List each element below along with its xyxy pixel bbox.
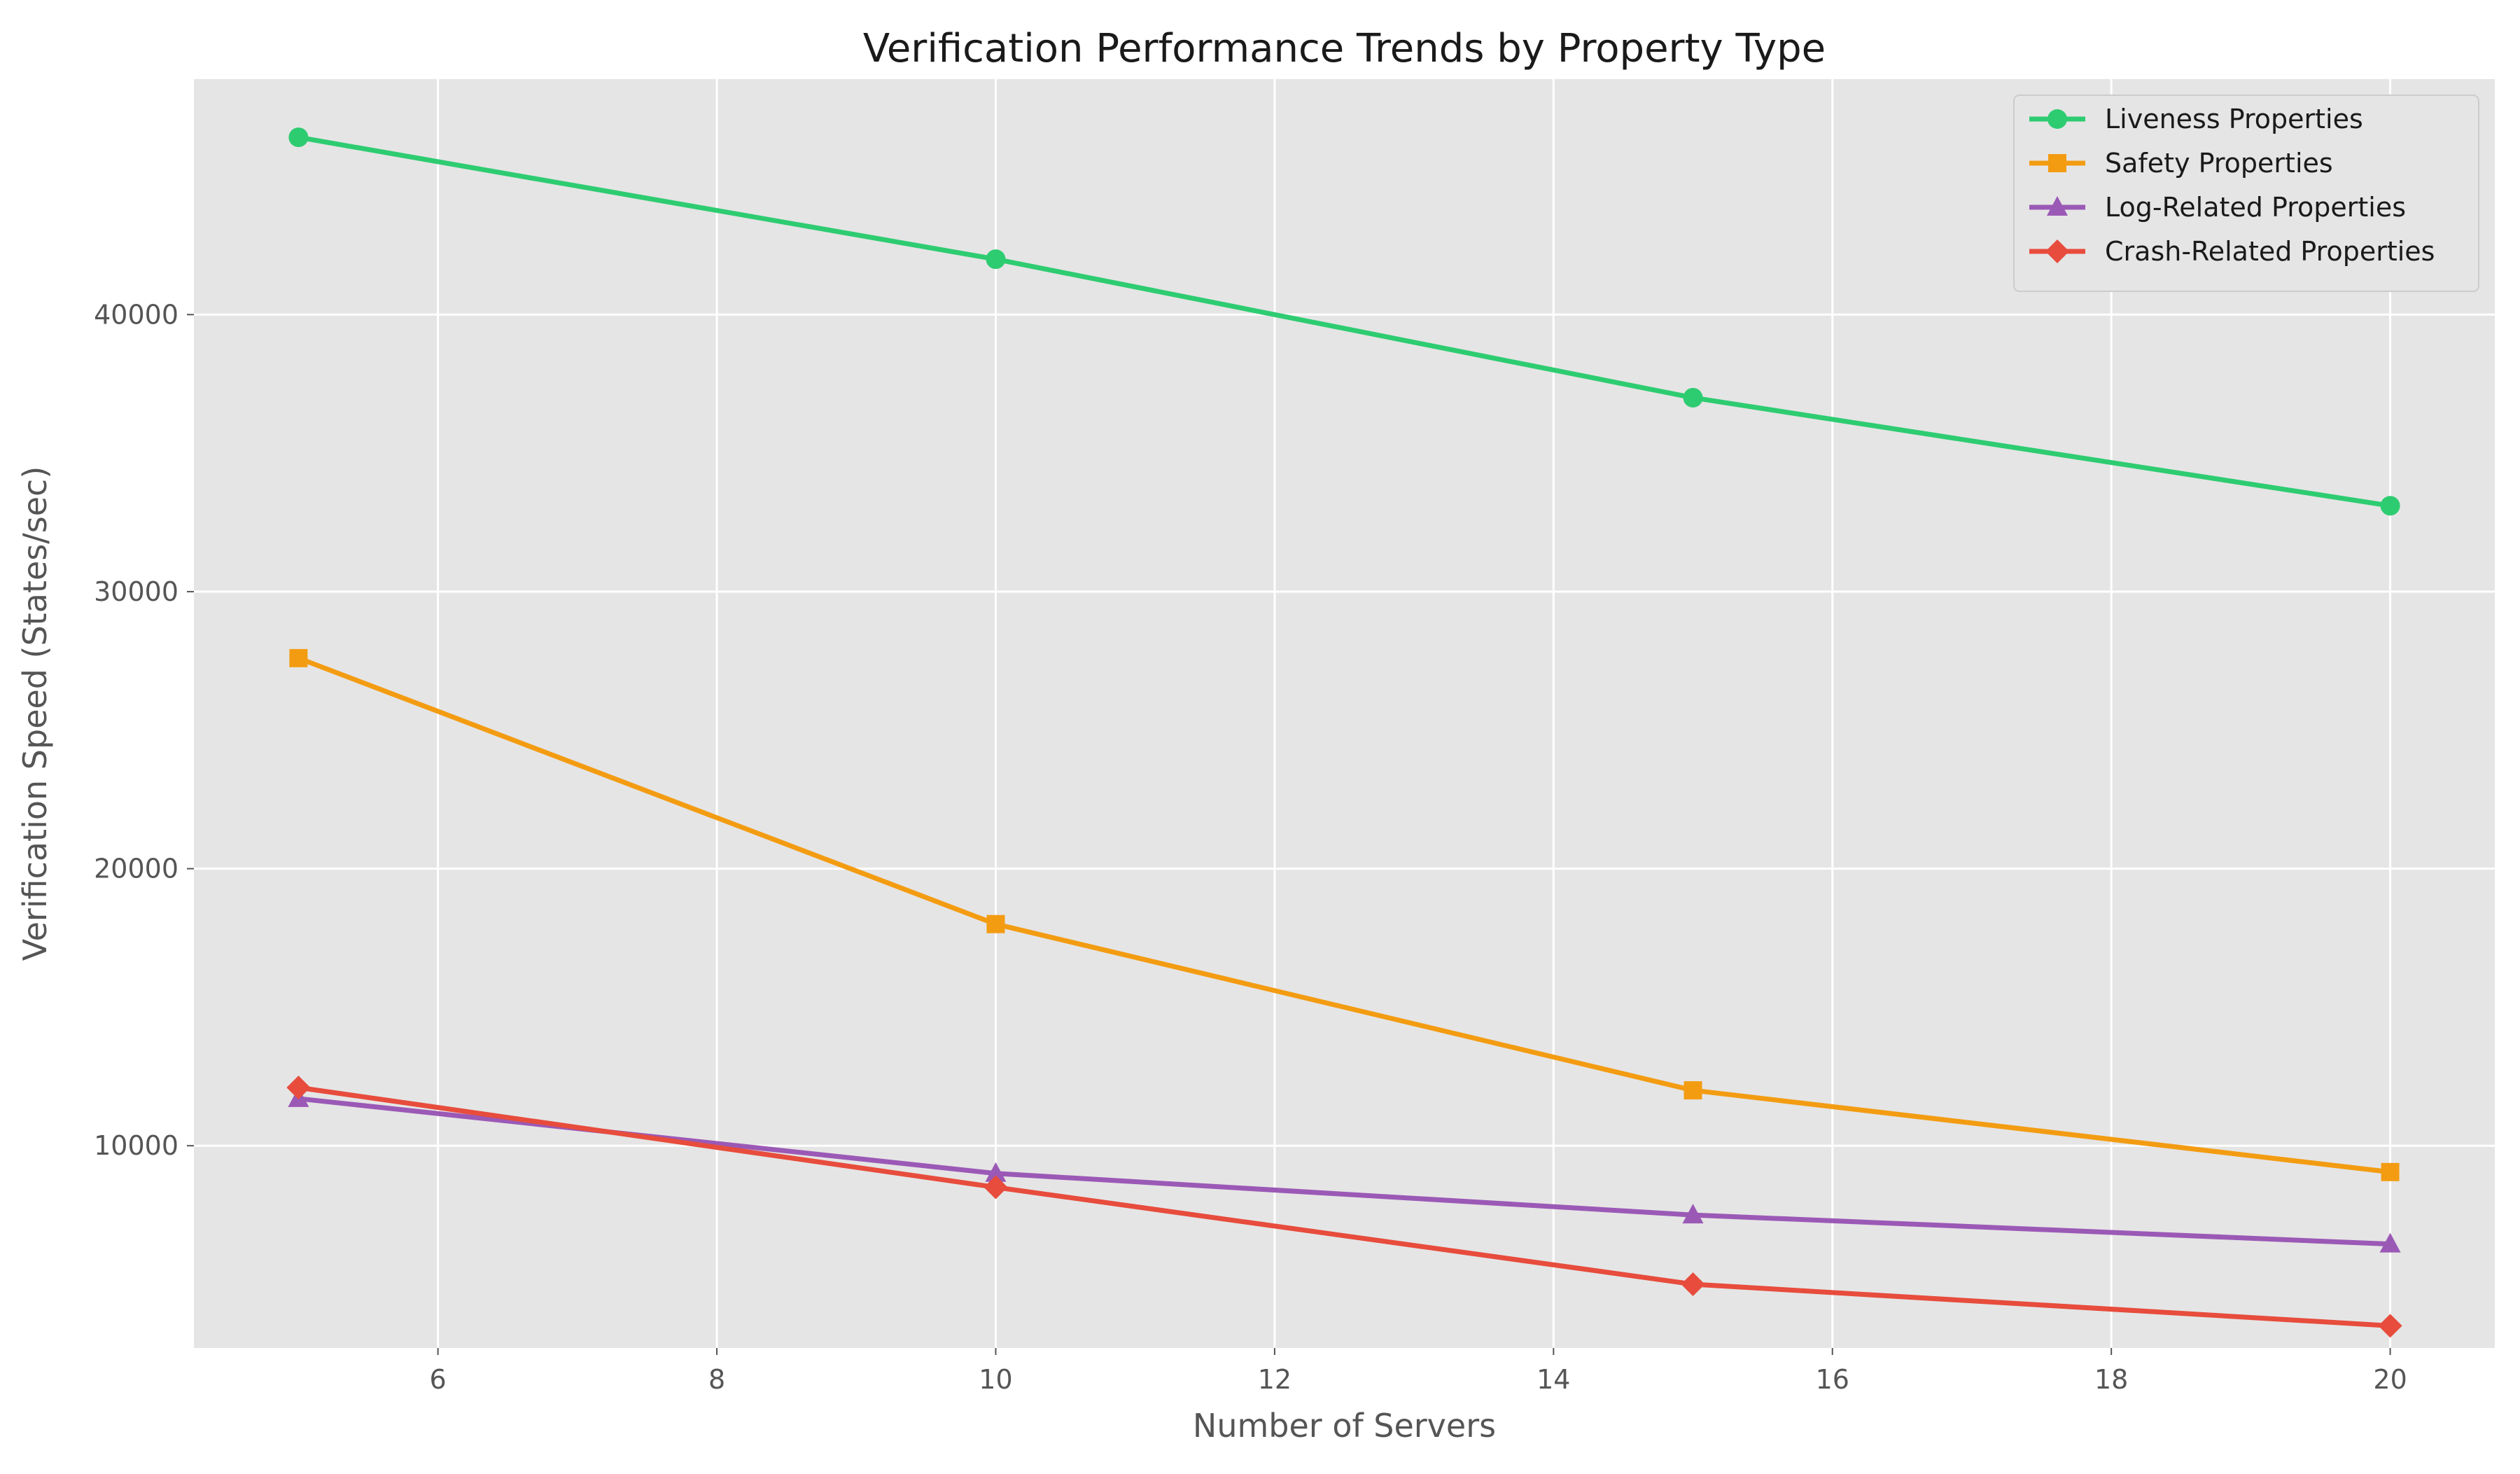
legend-item: Safety Properties	[2029, 148, 2333, 179]
x-tick-label: 14	[1536, 1364, 1570, 1395]
chart-title: Verification Performance Trends by Prope…	[863, 26, 1826, 71]
legend-item: Log-Related Properties	[2029, 192, 2406, 223]
legend-item: Liveness Properties	[2029, 104, 2363, 134]
x-tick-label: 10	[979, 1364, 1012, 1395]
y-tick-label: 40000	[94, 299, 178, 330]
data-point	[2378, 1314, 2402, 1338]
legend-marker	[2047, 109, 2067, 129]
data-point	[2381, 1162, 2400, 1181]
legend-marker	[2048, 154, 2066, 172]
x-tick-label: 8	[708, 1364, 725, 1395]
legend-label: Safety Properties	[2105, 148, 2333, 179]
data-point	[2379, 1232, 2401, 1253]
data-point	[2380, 496, 2400, 516]
x-axis-label: Number of Servers	[1193, 1407, 1496, 1445]
data-point	[986, 249, 1006, 270]
data-point	[983, 1175, 1008, 1200]
data-point	[986, 915, 1005, 933]
series-line	[295, 655, 2393, 1175]
axis-ticks: 6 8 10 12 14 16 18 20 10000 20000 30000 40000	[94, 299, 2407, 1395]
x-tick-label: 6	[430, 1364, 447, 1395]
series-line	[295, 1085, 2393, 1328]
data-point	[1682, 1204, 1704, 1224]
legend-label: Liveness Properties	[2105, 104, 2363, 134]
legend-item: Crash-Related Properties	[2029, 236, 2435, 267]
series-3	[286, 1076, 2402, 1338]
data-point	[289, 648, 308, 667]
grid-lines	[194, 79, 2495, 1348]
x-tick-label: 12	[1258, 1364, 1292, 1395]
legend: Liveness Properties Safety Properties Log-…	[2013, 95, 2479, 292]
data-point	[288, 127, 309, 148]
series-1	[289, 648, 2400, 1181]
legend-box	[2013, 95, 2479, 292]
y-tick-label: 20000	[94, 854, 178, 884]
x-tick-label: 18	[2094, 1364, 2128, 1395]
x-tick-label: 20	[2373, 1364, 2407, 1395]
legend-marker	[2045, 239, 2069, 263]
data-point	[286, 1076, 311, 1100]
data-point	[985, 1162, 1007, 1182]
data-point	[1683, 387, 1703, 408]
legend-marker	[2047, 196, 2068, 216]
series-line	[295, 134, 2393, 508]
series-0	[288, 127, 2400, 516]
y-tick-label: 10000	[94, 1130, 178, 1161]
legend-label: Log-Related Properties	[2105, 192, 2406, 223]
y-tick-label: 30000	[94, 576, 178, 607]
data-point	[1684, 1081, 1702, 1100]
series-lines	[286, 127, 2402, 1338]
x-tick-label: 16	[1816, 1364, 1849, 1395]
data-point	[1681, 1272, 1705, 1297]
y-axis-label: Verification Speed (States/sec)	[16, 466, 54, 961]
legend-label: Crash-Related Properties	[2105, 236, 2435, 267]
